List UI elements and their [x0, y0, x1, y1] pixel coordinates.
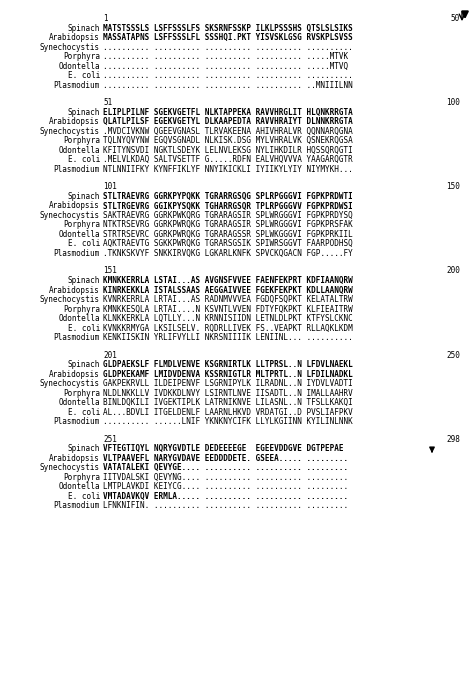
Text: E. coli: E. coli — [68, 240, 100, 249]
Text: NTLNNIIFKY KYNFFIKLYF NNYIKICKLI IYIIKYLYIY NIYMYKH...: NTLNNIIFKY KYNFFIKLYF NNYIKICKLI IYIIKYL… — [103, 165, 353, 174]
Text: Synechocystis: Synechocystis — [40, 463, 100, 473]
Text: Porphyra: Porphyra — [63, 473, 100, 482]
Text: Spinach: Spinach — [68, 361, 100, 369]
Text: LMTPLAVKDI KEIYCG.... .......... .......... .........: LMTPLAVKDI KEIYCG.... .......... .......… — [103, 482, 348, 492]
Text: E. coli: E. coli — [68, 324, 100, 333]
Text: KFITYNSVDI NGKTLSDEYK LELNVLEKSG NYLIHKDILR HQSSQRQGTI: KFITYNSVDI NGKTLSDEYK LELNVLEKSG NYLIHKD… — [103, 146, 353, 155]
Text: 250: 250 — [446, 350, 460, 360]
Text: GAKPEKRVLL ILDEIPENVF LSGRNIPYLK ILRADNL..N IYDVLVADTI: GAKPEKRVLL ILDEIPENVF LSGRNIPYLK ILRADNL… — [103, 380, 353, 388]
Text: 200: 200 — [446, 266, 460, 276]
Text: VMTADAVKQV ERMLA..... .......... .......... .........: VMTADAVKQV ERMLA..... .......... .......… — [103, 492, 348, 501]
Text: .......... .......... .......... .......... .....MTVK: .......... .......... .......... .......… — [103, 52, 348, 61]
Text: Spinach: Spinach — [68, 108, 100, 117]
Text: Arabidopsis: Arabidopsis — [49, 286, 100, 295]
Text: Synechocystis: Synechocystis — [40, 211, 100, 220]
Text: Synechocystis: Synechocystis — [40, 127, 100, 136]
Text: Arabidopsis: Arabidopsis — [49, 454, 100, 463]
Text: AL...BDVLI ITGELDENLF LAARNLHKVD VRDATGI..D PVSLIAFPKV: AL...BDVLI ITGELDENLF LAARNLHKVD VRDATGI… — [103, 408, 353, 417]
Text: Spinach: Spinach — [68, 444, 100, 454]
Text: .......... .......... .......... .......... ..........: .......... .......... .......... .......… — [103, 43, 353, 52]
Text: E. coli: E. coli — [68, 492, 100, 501]
Text: Porphyra: Porphyra — [63, 389, 100, 398]
Text: Arabidopsis: Arabidopsis — [49, 33, 100, 42]
Text: Odontella: Odontella — [58, 230, 100, 239]
Text: Spinach: Spinach — [68, 24, 100, 33]
Text: 1: 1 — [103, 14, 108, 23]
Text: Plasmodium: Plasmodium — [54, 165, 100, 174]
Text: Porphyra: Porphyra — [63, 52, 100, 61]
Text: 101: 101 — [103, 182, 117, 191]
Text: 100: 100 — [446, 98, 460, 107]
Text: NTKTRSEVRG GGRKPWRQKG TGRARAGSIR SPLWRGGGVI FGPKPRSFAK: NTKTRSEVRG GGRKPWRQKG TGRARAGSIR SPLWRGG… — [103, 221, 353, 230]
Text: Spinach: Spinach — [68, 192, 100, 201]
Text: Plasmodium: Plasmodium — [54, 81, 100, 90]
Text: GLDPKEKAMF LMIDVDENVA KSSRNIGTLR MLTPRTL..N LFDILNADKL: GLDPKEKAMF LMIDVDENVA KSSRNIGTLR MLTPRTL… — [103, 370, 353, 379]
Text: 201: 201 — [103, 350, 117, 360]
Text: Arabidopsis: Arabidopsis — [49, 117, 100, 126]
Text: Odontella: Odontella — [58, 482, 100, 492]
Text: MASSATAPNS LSFFSSSLFL SSSHQI.PKT YISVSKLGSG RVSKPLSVSS: MASSATAPNS LSFFSSSLFL SSSHQI.PKT YISVSKL… — [103, 33, 353, 42]
Text: 51: 51 — [103, 98, 112, 107]
Text: E. coli: E. coli — [68, 71, 100, 80]
Text: IITVDALSKI QEVYNG.... .......... .......... .........: IITVDALSKI QEVYNG.... .......... .......… — [103, 473, 348, 482]
Text: .......... ......LNIF YKNKNYCIFK LLYLKGIINN KYILINLNNK: .......... ......LNIF YKNKNYCIFK LLYLKGI… — [103, 418, 353, 426]
Text: Porphyra: Porphyra — [63, 136, 100, 145]
Text: Plasmodium: Plasmodium — [54, 249, 100, 258]
Text: STLTRGEVRG GGIKPYSQKK TGHARRGSQR TPLRPGGGVV FGPKPRDWSI: STLTRGEVRG GGIKPYSQKK TGHARRGSQR TPLRPGG… — [103, 202, 353, 210]
Text: KMNKKERRLA LSTAI...AS AVGNSFVVEE FAENFEKPRT KDFIAANQRW: KMNKKERRLA LSTAI...AS AVGNSFVVEE FAENFEK… — [103, 276, 353, 285]
Text: VATATALEKI QEVYGE.... .......... .......... .........: VATATALEKI QEVYGE.... .......... .......… — [103, 463, 348, 473]
Text: KINRKEKKLA ISTALSSAAS AEGGAIVVEE FGEKFEKPKT KDLLAANQRW: KINRKEKKLA ISTALSSAAS AEGGAIVVEE FGEKFEK… — [103, 286, 353, 295]
Text: Porphyra: Porphyra — [63, 221, 100, 230]
Text: ELIPLPILNF SGEKVGETFL NLKTAPPEKA RAVVHRGLIT HLQNKRRGTA: ELIPLPILNF SGEKVGETFL NLKTAPPEKA RAVVHRG… — [103, 108, 353, 117]
Text: Arabidopsis: Arabidopsis — [49, 370, 100, 379]
Text: Odontella: Odontella — [58, 399, 100, 407]
Text: 151: 151 — [103, 266, 117, 276]
Text: QLATLPILSF EGEKVGETYL DLKAAPEDTA RAVVHRAIYT DLNNKRRGTA: QLATLPILSF EGEKVGETYL DLKAAPEDTA RAVVHRA… — [103, 117, 353, 126]
Text: TQLNYQVYNW EGQVSGNADL NLKISK.DSG MYLVHRALVK QSNEKRQGSA: TQLNYQVYNW EGQVSGNADL NLKISK.DSG MYLVHRA… — [103, 136, 353, 145]
Text: Porphyra: Porphyra — [63, 305, 100, 314]
Text: KENKIISKIN YRLIFVYLLI NKRSNIIIIK LENIINL... ..........: KENKIISKIN YRLIFVYLLI NKRSNIIIIK LENIINL… — [103, 333, 353, 342]
Text: .MELVLKDAQ SALTVSETTF G.....RDFN EALVHQVVVA YAAGARQGTR: .MELVLKDAQ SALTVSETTF G.....RDFN EALVHQV… — [103, 155, 353, 164]
Text: Spinach: Spinach — [68, 276, 100, 285]
Text: 150: 150 — [446, 182, 460, 191]
Text: Plasmodium: Plasmodium — [54, 333, 100, 342]
Text: STLTRAEVRG GGRKPYPQKK TGRARRGSQG SPLRPGGGVI FGPKPRDWTI: STLTRAEVRG GGRKPYPQKK TGRARRGSQG SPLRPGG… — [103, 192, 353, 201]
Text: Odontella: Odontella — [58, 146, 100, 155]
Text: Plasmodium: Plasmodium — [54, 501, 100, 511]
Text: VFTEGTIQYL NQRYGVDTLE DEDEEEEGE  EGEEVDDGVE DGTPEPAE: VFTEGTIQYL NQRYGVDTLE DEDEEEEGE EGEEVDDG… — [103, 444, 344, 454]
Text: BINLDQKILI IVGEKTIPLK LATRNIKNVE LILASNL..N TFSLLKAKQI: BINLDQKILI IVGEKTIPLK LATRNIKNVE LILASNL… — [103, 399, 353, 407]
Text: Synechocystis: Synechocystis — [40, 43, 100, 52]
Text: .TKNKSKVYF SNKKIRVQKG LGKARLKNFK SPVCKQGACN FGP.....FY: .TKNKSKVYF SNKKIRVQKG LGKARLKNFK SPVCKQG… — [103, 249, 353, 258]
Text: STRTRSEVRC GGRKPWRQKG TGRARAGSSR SPLWKGGGVI FGPKPRKIIL: STRTRSEVRC GGRKPWRQKG TGRARAGSSR SPLWKGG… — [103, 230, 353, 239]
Text: .......... .......... .......... .......... ..MNIIILNN: .......... .......... .......... .......… — [103, 81, 353, 90]
Text: 298: 298 — [446, 435, 460, 444]
Text: VLTPAAVEFL NARYGVDAVE EEDDDDETE. GSEEA..... .........: VLTPAAVEFL NARYGVDAVE EEDDDDETE. GSEEA..… — [103, 454, 348, 463]
Text: SAKTRAEVRG GGRKPWKQRG TGRARAGSIR SPLWRGGGVI FGPKPRDYSQ: SAKTRAEVRG GGRKPWKQRG TGRARAGSIR SPLWRGG… — [103, 211, 353, 220]
Text: 50: 50 — [451, 14, 460, 23]
Text: Arabidopsis: Arabidopsis — [49, 202, 100, 210]
Text: KVNRKERRLA LRTAI...AS RADNMVVVEA FGDQFSQPKT KELATALTRW: KVNRKERRLA LRTAI...AS RADNMVVVEA FGDQFSQ… — [103, 295, 353, 304]
Text: E. coli: E. coli — [68, 408, 100, 417]
Text: .MVDCIVKNW QGEEVGNASL TLRVAKEENA AHIVHRALVR QQNNARQGNA: .MVDCIVKNW QGEEVGNASL TLRVAKEENA AHIVHRA… — [103, 127, 353, 136]
Text: GLDPAEKSLF FLMDLVENVE KSGRNIRTLK LLTPRSL..N LFDVLNAEKL: GLDPAEKSLF FLMDLVENVE KSGRNIRTLK LLTPRSL… — [103, 361, 353, 369]
Text: LFNKNIFIN. .......... .......... .......... .........: LFNKNIFIN. .......... .......... .......… — [103, 501, 348, 511]
Text: KLNKKERKLA LQTLLY...N KRNNISIIDN LETNLDLPKT KTFYSLCKNC: KLNKKERKLA LQTLLY...N KRNNISIIDN LETNLDL… — [103, 314, 353, 323]
Text: Synechocystis: Synechocystis — [40, 380, 100, 388]
Text: KVNKKRMYGA LKSILSELV. RQDRLLIVEK FS..VEAPKT RLLAQKLKDM: KVNKKRMYGA LKSILSELV. RQDRLLIVEK FS..VEA… — [103, 324, 353, 333]
Text: MATSTSSSLS LSFFSSSLFS SKSRNFSSKP ILKLPSSSHS QTSLSLSIKS: MATSTSSSLS LSFFSSSLFS SKSRNFSSKP ILKLPSS… — [103, 24, 353, 33]
Text: Odontella: Odontella — [58, 62, 100, 71]
Text: KMNKKESQLA LRTAI....N KSVNTLVVEN FDTYFQKPKT KLFIEAITRW: KMNKKESQLA LRTAI....N KSVNTLVVEN FDTYFQK… — [103, 305, 353, 314]
Text: AQKTRAEVTG SGKKPWRQKG TGRARSGSIK SPIWRSGGVT FAARPODHSQ: AQKTRAEVTG SGKKPWRQKG TGRARSGSIK SPIWRSG… — [103, 240, 353, 249]
Text: Synechocystis: Synechocystis — [40, 295, 100, 304]
Text: E. coli: E. coli — [68, 155, 100, 164]
Text: NLDLNKKLLV IVDKKDLNVY LSIRNTLNVE IISADTL..N IMALLAAHRV: NLDLNKKLLV IVDKKDLNVY LSIRNTLNVE IISADTL… — [103, 389, 353, 398]
Text: Odontella: Odontella — [58, 314, 100, 323]
Text: 251: 251 — [103, 435, 117, 444]
Text: .......... .......... .......... .......... ..........: .......... .......... .......... .......… — [103, 71, 353, 80]
Text: .......... .......... .......... .......... .....MTVQ: .......... .......... .......... .......… — [103, 62, 348, 71]
Text: Plasmodium: Plasmodium — [54, 418, 100, 426]
